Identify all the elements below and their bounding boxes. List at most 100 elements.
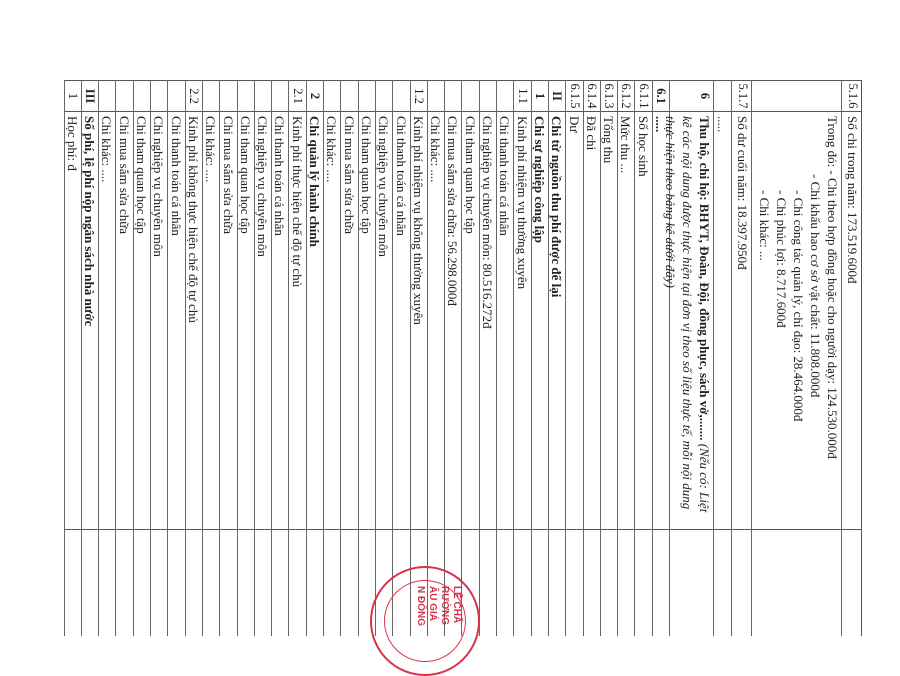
row-content: Chi tham quan học tập (133, 112, 151, 530)
row-number (168, 80, 185, 112)
empty-cell (514, 530, 530, 636)
empty-cell (82, 530, 98, 636)
row-number: 2.1 (289, 80, 306, 112)
table-row: Chi khác: .... (426, 80, 445, 636)
row-number (220, 80, 237, 112)
row-number (133, 80, 151, 112)
empty-cell (566, 530, 582, 636)
empty-cell (842, 530, 861, 636)
row-number (445, 80, 462, 112)
table-row: Chi thanh toán cá nhân (496, 80, 514, 636)
row-content: Chi từ nguồn thu phí được để lại (548, 112, 566, 530)
row-text: ..... (653, 116, 668, 133)
stamp-text: ÂU GIÁ (427, 586, 438, 621)
table-row: II Chi từ nguồn thu phí được để lại (547, 80, 566, 636)
empty-cell (272, 530, 288, 636)
row-text: Chi nghiệp vụ chuyên môn (151, 116, 167, 257)
row-text: - Chi phúc lợi: 8.717.600đ (774, 190, 789, 328)
table-row: 6.1.3 Tổng thu (599, 80, 618, 636)
row-text: Kinh phí nhiệm vụ không thường xuyên (410, 116, 426, 325)
row-text: Chi nghiệp vụ chuyên môn (255, 116, 271, 257)
table-row: 1.1 Kinh phí nhiệm vụ thường xuyên (513, 80, 531, 636)
row-text: Đã chi (583, 116, 599, 151)
table-row: Chi nghiệp vụ chuyên môn (150, 80, 168, 636)
row-text: - Chi công tác quản lý, chỉ đạo: 28.464.… (791, 190, 806, 422)
empty-cell (134, 530, 150, 636)
row-number: 6 (670, 80, 713, 112)
row-number (358, 80, 375, 112)
empty-cell (307, 530, 323, 636)
table-row: Chi tham quan học tập (461, 80, 479, 636)
table-row: 6.1.2 Mức thu ... (617, 80, 635, 636)
row-number (479, 80, 497, 112)
row-text: Chi mua sắm sửa chữa (220, 116, 236, 235)
stamp-text: LÊ CHÂ (451, 586, 462, 624)
table-row: Chi khác: .... (201, 80, 220, 636)
empty-cell (255, 530, 271, 636)
empty-cell (497, 530, 513, 636)
row-number: 1.1 (514, 80, 531, 112)
row-text: - Chi khấu hao cơ sở vật chất: 11.808.00… (808, 174, 823, 398)
empty-cell (752, 530, 841, 636)
table-row: Chi thanh toán cá nhân (392, 80, 410, 636)
table-row: 2 Chi quản lý hành chính (305, 80, 324, 636)
empty-cell (220, 530, 236, 636)
row-number: 6.1.3 (600, 80, 618, 112)
row-number: 6.1.4 (583, 80, 600, 112)
row-content: Chi mua sắm sửa chữa (220, 112, 237, 530)
row-text: Chi thanh toán cá nhân (272, 116, 288, 236)
empty-cell (549, 530, 565, 636)
row-text: Chi mua sắm sửa chữa (116, 116, 132, 235)
row-text: Học phí: đ (64, 116, 80, 171)
row-content: Chi quản lý hành chính (306, 112, 324, 530)
row-content: Kinh phí nhiệm vụ không thường xuyên (410, 112, 427, 530)
empty-cell (203, 530, 219, 636)
table-row: 6 Thu hộ, chi hộ: BHYT, Đoàn, Đội, đồng p… (663, 80, 713, 636)
row-number: III (81, 80, 99, 112)
row-number (202, 80, 220, 112)
row-text: Chi mua sắm sửa chữa: 56.298.000đ (445, 116, 461, 306)
table-row: 5.1.6 Số chi trong năm: 173.519.600đ (841, 80, 861, 636)
row-content: Số phí, lệ phí nộp ngân sách nhà nước (81, 112, 99, 530)
row-text: Tổng thu (601, 116, 617, 164)
table-row: Chi nghiệp vụ chuyên môn: 80.516.272đ (478, 80, 497, 636)
row-text: Chi khác: .... (324, 116, 340, 183)
table-row: Chi nghiệp vụ chuyên môn (374, 80, 393, 636)
row-content: Chi mua sắm sửa chữa: 56.298.000đ (445, 112, 462, 530)
row-number (497, 80, 514, 112)
row-number (427, 80, 445, 112)
empty-cell (151, 530, 167, 636)
row-text: Chi thanh toán cá nhân (497, 116, 513, 236)
row-number: 5.1.7 (732, 80, 751, 112)
row-number: 1 (531, 80, 548, 112)
row-text: Chi tham quan học tập (358, 116, 374, 234)
table-row: 5.1.7 Số dư cuối năm: 18.397.950đ (731, 80, 751, 636)
row-text: Chi sự nghiệp công lập (531, 116, 547, 244)
row-text: Số phí, lệ phí nộp ngân sách nhà nước (82, 116, 98, 327)
table-row: Chi tham quan học tập (132, 80, 151, 636)
row-text: Chi nghiệp vụ chuyên môn: 80.516.272đ (480, 116, 496, 329)
table-row: 2.2 Kinh phí không thực hiện chế độ tự ch… (184, 80, 202, 636)
row-number (462, 80, 479, 112)
row-content: ..... (652, 112, 669, 530)
row-text: Chi thanh toán cá nhân (168, 116, 184, 236)
row-content: Chi nghiệp vụ chuyên môn (151, 112, 168, 530)
row-number (752, 80, 841, 112)
row-text: Thu hộ, chi hộ: BHYT, Đoàn, Đội, đồng ph… (697, 116, 712, 444)
empty-cell (732, 530, 751, 636)
empty-cell (238, 530, 254, 636)
table-row: ..... (713, 80, 731, 636)
table-row: 6.1..... (651, 80, 669, 636)
empty-cell (714, 530, 731, 636)
row-text: Chi khác: .... (428, 116, 444, 183)
table-row: Chi thanh toán cá nhân (167, 80, 185, 636)
row-text: Chi khác: .... (99, 116, 115, 183)
row-content: Chi sự nghiệp công lập (531, 112, 548, 530)
empty-cell (65, 530, 81, 636)
row-number (324, 80, 341, 112)
table-row: Chi nghiệp vụ chuyên môn (253, 80, 272, 636)
row-content: Số học sinh (635, 112, 652, 530)
row-number (116, 80, 133, 112)
empty-cell (289, 530, 305, 636)
row-text: - Chi khác: ... (757, 190, 772, 261)
